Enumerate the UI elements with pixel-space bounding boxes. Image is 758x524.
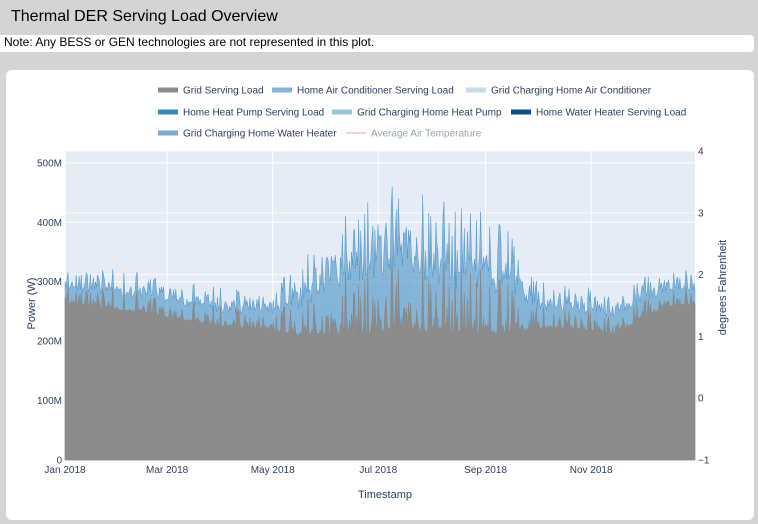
legend-item-home-heat-pump-serving-load[interactable]: Home Heat Pump Serving Load <box>158 108 324 119</box>
y2-tick-label: 3 <box>698 208 704 219</box>
page-title: Thermal DER Serving Load Overview <box>11 8 278 25</box>
y2-tick-label: 0 <box>698 394 704 405</box>
x-axis-title: Timestamp <box>358 489 412 501</box>
legend-swatch <box>158 130 178 136</box>
y2-tick-label: 1 <box>698 332 704 343</box>
y2-axis: −1 0 1 2 3 4 <box>698 147 710 467</box>
legend-label: Home Air Conditioner Serving Load <box>297 86 454 97</box>
legend-label: Grid Charging Home Water Heater <box>183 129 337 140</box>
legend-swatch <box>272 87 292 93</box>
x-tick-label: Jan 2018 <box>44 465 86 476</box>
y-axis: 0 100M 200M 300M 400M 500M <box>37 158 62 466</box>
legend-swatch <box>158 109 178 115</box>
y-tick-label: 200M <box>37 337 62 348</box>
legend-label: Average Air Temperature <box>371 129 482 140</box>
y-tick-label: 400M <box>37 218 62 229</box>
y-axis-title: Power (W) <box>26 278 38 330</box>
legend-label: Home Heat Pump Serving Load <box>183 108 324 119</box>
x-axis: Jan 2018 Mar 2018 May 2018 Jul 2018 Sep 2018… <box>44 465 613 476</box>
y-tick-label: 100M <box>37 396 62 407</box>
legend-item-average-air-temperature[interactable]: Average Air Temperature <box>346 129 482 140</box>
legend-swatch <box>332 109 352 115</box>
legend-item-grid-charging-home-water-heater[interactable]: Grid Charging Home Water Heater <box>158 129 337 140</box>
legend-item-home-water-heater-serving-load[interactable]: Home Water Heater Serving Load <box>511 108 686 119</box>
x-tick-label: May 2018 <box>251 465 295 476</box>
legend[interactable]: Grid Serving Load Home Air Conditioner Se… <box>158 86 686 140</box>
legend-label: Grid Serving Load <box>183 86 264 97</box>
legend-swatch <box>466 87 486 93</box>
y2-axis-title: degrees Fahrenheit <box>717 240 729 335</box>
area-series <box>64 187 696 461</box>
legend-label: Grid Charging Home Heat Pump <box>357 108 502 119</box>
legend-item-grid-serving-load[interactable]: Grid Serving Load <box>158 86 264 97</box>
legend-item-grid-charging-home-air-conditioner[interactable]: Grid Charging Home Air Conditioner <box>466 86 652 97</box>
x-tick-label: Sep 2018 <box>464 465 507 476</box>
legend-label: Grid Charging Home Air Conditioner <box>491 86 652 97</box>
legend-item-home-air-conditioner-serving-load[interactable]: Home Air Conditioner Serving Load <box>272 86 454 97</box>
y-tick-label: 0 <box>56 456 62 467</box>
legend-item-grid-charging-home-heat-pump[interactable]: Grid Charging Home Heat Pump <box>332 108 502 119</box>
y2-tick-label: 2 <box>698 270 704 281</box>
x-tick-label: Jul 2018 <box>359 465 397 476</box>
chart-svg[interactable]: Grid Serving Load Home Air Conditioner Se… <box>6 70 754 520</box>
legend-swatch <box>158 87 178 93</box>
legend-swatch <box>511 109 531 115</box>
legend-label: Home Water Heater Serving Load <box>536 108 686 119</box>
x-tick-label: Nov 2018 <box>570 465 613 476</box>
note-banner: Note: Any BESS or GEN technologies are n… <box>0 35 754 52</box>
y-tick-label: 300M <box>37 277 62 288</box>
area-grid-serving-load <box>64 256 696 461</box>
y2-tick-label: −1 <box>698 456 710 467</box>
chart-card: Grid Serving Load Home Air Conditioner Se… <box>6 70 754 520</box>
y-tick-label: 500M <box>37 158 62 169</box>
y2-tick-label: 4 <box>698 147 704 158</box>
x-tick-label: Mar 2018 <box>146 465 189 476</box>
